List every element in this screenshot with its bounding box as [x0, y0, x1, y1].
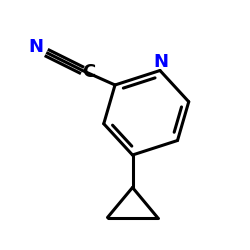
Text: N: N	[154, 53, 169, 71]
Text: N: N	[29, 38, 44, 56]
Text: C: C	[82, 63, 96, 81]
